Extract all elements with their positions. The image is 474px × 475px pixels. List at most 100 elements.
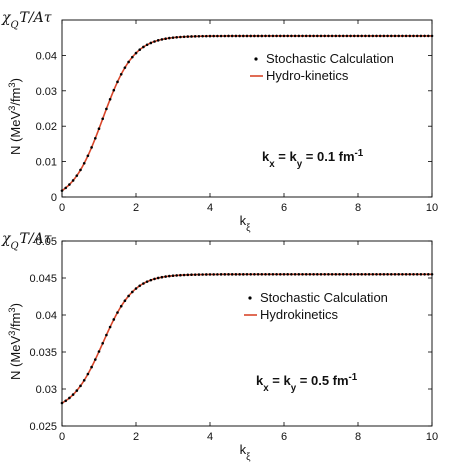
data-point — [271, 273, 275, 276]
legend-label-stochastic: Stochastic Calculation — [260, 290, 388, 305]
data-point — [197, 34, 201, 38]
x-tick-label: 10 — [426, 431, 438, 443]
data-point — [371, 34, 375, 38]
series-dots-stochastic — [60, 34, 434, 192]
data-point — [412, 34, 415, 38]
data-point — [127, 294, 130, 298]
data-point — [201, 34, 204, 38]
data-point — [353, 34, 356, 38]
data-point — [404, 34, 408, 38]
data-point — [249, 34, 252, 38]
data-point — [82, 162, 86, 165]
data-point — [212, 34, 215, 38]
data-point — [197, 273, 201, 276]
data-point — [205, 34, 208, 38]
chart-panel-1: 0 2 4 6 8 10 0 0.01 0.02 0.03 0.04 kξ N (MeV3/fm3) χQ… — [1, 10, 438, 234]
y-axis-label: N (MeV3/fm3) — [7, 78, 23, 155]
data-point — [304, 273, 308, 276]
data-point — [271, 34, 275, 38]
data-point — [312, 34, 315, 38]
y-tick-label: 0.03 — [36, 86, 57, 98]
legend-label-hydro: Hydro-kinetics — [266, 68, 349, 83]
data-point — [293, 34, 297, 38]
data-point — [345, 273, 349, 276]
data-point — [382, 273, 386, 276]
data-point — [138, 48, 141, 52]
data-point — [123, 66, 127, 69]
data-point — [156, 276, 160, 280]
data-point — [423, 273, 426, 276]
data-point — [260, 273, 264, 276]
data-point — [323, 34, 327, 38]
data-point — [208, 34, 212, 38]
data-point — [267, 34, 271, 38]
data-point — [90, 146, 93, 149]
y-tick-label: 0.01 — [36, 157, 57, 169]
data-point — [430, 34, 434, 38]
data-point — [219, 34, 223, 38]
data-point — [412, 273, 415, 276]
data-point — [112, 88, 116, 92]
data-point — [260, 34, 264, 38]
data-point — [297, 273, 301, 276]
data-point — [367, 273, 371, 276]
data-point — [145, 280, 149, 283]
legend-label-hydro: Hydrokinetics — [260, 307, 339, 322]
data-point — [82, 379, 86, 382]
data-point — [386, 34, 389, 38]
data-point — [290, 273, 293, 276]
legend-dot-marker — [254, 57, 258, 61]
y-axis-label: N (MeV3/fm3) — [7, 303, 23, 380]
data-point — [108, 97, 112, 101]
data-point — [116, 311, 119, 314]
data-point — [216, 273, 219, 276]
x-tick-label: 8 — [355, 431, 361, 443]
data-point — [79, 168, 82, 172]
data-point — [234, 273, 238, 276]
data-point — [427, 34, 430, 38]
data-point — [267, 273, 271, 276]
data-point — [341, 273, 345, 276]
data-point — [68, 183, 71, 186]
data-point — [341, 34, 345, 38]
data-point — [94, 358, 97, 361]
series-dots-stochastic — [60, 273, 434, 405]
data-point — [160, 38, 164, 41]
data-point — [367, 34, 371, 38]
data-point — [105, 333, 108, 337]
data-point — [408, 273, 412, 276]
data-point — [286, 34, 290, 38]
data-point — [301, 34, 304, 38]
x-axis-label: kξ — [240, 213, 252, 234]
y-tick-label: 0.04 — [36, 310, 57, 322]
x-tick-label: 10 — [426, 202, 438, 214]
data-point — [179, 273, 182, 277]
data-point — [415, 34, 419, 38]
data-point — [378, 273, 382, 276]
data-point — [330, 273, 334, 276]
data-point — [201, 273, 204, 276]
data-point — [334, 273, 338, 276]
data-point — [386, 273, 389, 276]
y-tick-label: 0.025 — [29, 421, 57, 433]
data-point — [227, 273, 230, 276]
data-point — [175, 35, 178, 39]
data-point — [375, 273, 378, 276]
data-point — [153, 277, 156, 281]
data-point — [97, 350, 101, 353]
data-point — [71, 393, 75, 396]
data-point — [279, 273, 282, 276]
data-point — [60, 401, 64, 405]
data-point — [382, 34, 386, 38]
data-point — [230, 34, 234, 38]
data-point — [75, 174, 79, 177]
data-point — [171, 274, 175, 278]
data-point — [186, 273, 190, 277]
data-point — [249, 273, 252, 276]
data-point — [330, 34, 334, 38]
annotation-k-values: kx = ky = 0.5 fm-1 — [256, 372, 358, 394]
data-point — [323, 273, 327, 276]
data-point — [142, 45, 145, 49]
data-point — [168, 36, 171, 40]
data-point — [242, 273, 245, 276]
